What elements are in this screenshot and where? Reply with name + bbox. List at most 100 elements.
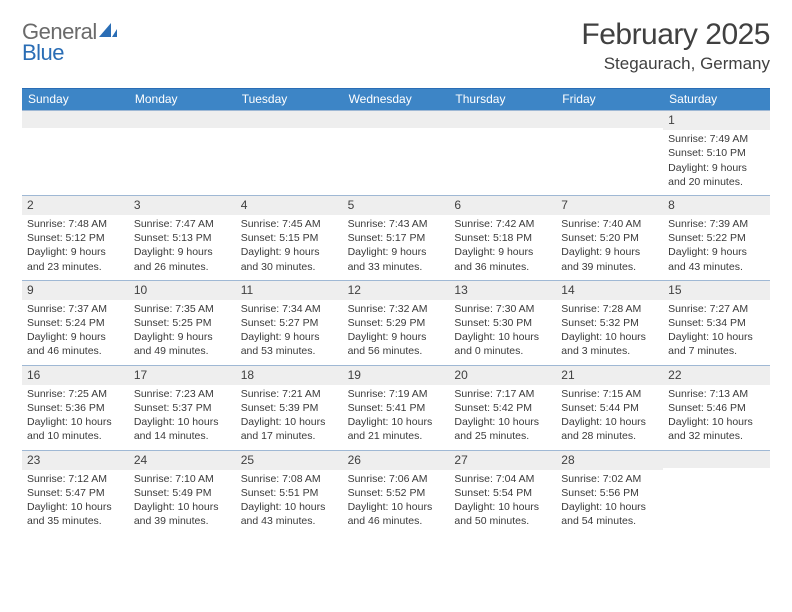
page-header: GeneralBlue February 2025 Stegaurach, Ge… [22, 18, 770, 74]
day-number: 15 [663, 281, 770, 300]
calendar-cell: 3Sunrise: 7:47 AMSunset: 5:13 PMDaylight… [129, 196, 236, 280]
day-number: 8 [663, 196, 770, 215]
daylight-line: Daylight: 10 hours and 28 minutes. [561, 415, 658, 443]
daylight-line: Daylight: 10 hours and 39 minutes. [134, 500, 231, 528]
day-number: 1 [663, 111, 770, 130]
sunset-line: Sunset: 5:22 PM [668, 231, 765, 245]
sunset-line: Sunset: 5:36 PM [27, 401, 124, 415]
calendar-cell: 8 Sunrise: 7:39 AMSunset: 5:22 PMDaylight… [663, 196, 770, 280]
calendar-cell: 22Sunrise: 7:13 AMSunset: 5:46 PMDayligh… [663, 366, 770, 450]
calendar-cell: 9Sunrise: 7:37 AMSunset: 5:24 PMDaylight… [22, 281, 129, 365]
day-number: 9 [22, 281, 129, 300]
calendar-cell: 18Sunrise: 7:21 AMSunset: 5:39 PMDayligh… [236, 366, 343, 450]
daylight-line: Daylight: 9 hours and 23 minutes. [27, 245, 124, 273]
daylight-line: Daylight: 10 hours and 17 minutes. [241, 415, 338, 443]
day-number-empty [22, 111, 129, 128]
sail-icon [99, 23, 117, 43]
sunrise-line: Sunrise: 7:04 AM [454, 472, 551, 486]
calendar-cell: 19Sunrise: 7:19 AMSunset: 5:41 PMDayligh… [343, 366, 450, 450]
day-number: 24 [129, 451, 236, 470]
sunrise-line: Sunrise: 7:13 AM [668, 387, 765, 401]
daylight-line: Daylight: 10 hours and 32 minutes. [668, 415, 765, 443]
sunset-line: Sunset: 5:18 PM [454, 231, 551, 245]
calendar-cell [343, 111, 450, 195]
calendar-cell: 13Sunrise: 7:30 AMSunset: 5:30 PMDayligh… [449, 281, 556, 365]
day-number: 20 [449, 366, 556, 385]
daylight-line: Daylight: 10 hours and 35 minutes. [27, 500, 124, 528]
day-number: 25 [236, 451, 343, 470]
sunset-line: Sunset: 5:34 PM [668, 316, 765, 330]
brand-logo: GeneralBlue [22, 18, 117, 64]
weekday-label: Monday [129, 89, 236, 110]
day-number-empty [343, 111, 450, 128]
sunset-line: Sunset: 5:46 PM [668, 401, 765, 415]
sunset-line: Sunset: 5:42 PM [454, 401, 551, 415]
sunrise-line: Sunrise: 7:08 AM [241, 472, 338, 486]
sunset-line: Sunset: 5:25 PM [134, 316, 231, 330]
sunrise-line: Sunrise: 7:30 AM [454, 302, 551, 316]
calendar-cell: 6Sunrise: 7:42 AMSunset: 5:18 PMDaylight… [449, 196, 556, 280]
day-number: 26 [343, 451, 450, 470]
daylight-line: Daylight: 9 hours and 53 minutes. [241, 330, 338, 358]
daylight-line: Daylight: 10 hours and 3 minutes. [561, 330, 658, 358]
daylight-line: Daylight: 10 hours and 10 minutes. [27, 415, 124, 443]
daylight-line: Daylight: 9 hours and 36 minutes. [454, 245, 551, 273]
weekday-label: Wednesday [343, 89, 450, 110]
weekday-label: Saturday [663, 89, 770, 110]
day-number: 23 [22, 451, 129, 470]
weekday-label: Tuesday [236, 89, 343, 110]
calendar-cell: 2Sunrise: 7:48 AMSunset: 5:12 PMDaylight… [22, 196, 129, 280]
calendar-cell: 10Sunrise: 7:35 AMSunset: 5:25 PMDayligh… [129, 281, 236, 365]
sunset-line: Sunset: 5:41 PM [348, 401, 445, 415]
calendar-cell [663, 451, 770, 535]
calendar-body: 1Sunrise: 7:49 AMSunset: 5:10 PMDaylight… [22, 110, 770, 534]
calendar: SundayMondayTuesdayWednesdayThursdayFrid… [22, 88, 770, 534]
daylight-line: Daylight: 9 hours and 39 minutes. [561, 245, 658, 273]
sunrise-line: Sunrise: 7:45 AM [241, 217, 338, 231]
day-number: 11 [236, 281, 343, 300]
sunrise-line: Sunrise: 7:35 AM [134, 302, 231, 316]
calendar-cell: 23Sunrise: 7:12 AMSunset: 5:47 PMDayligh… [22, 451, 129, 535]
sunset-line: Sunset: 5:10 PM [668, 146, 765, 160]
sunrise-line: Sunrise: 7:19 AM [348, 387, 445, 401]
sunset-line: Sunset: 5:44 PM [561, 401, 658, 415]
sunrise-line: Sunrise: 7:39 AM [668, 217, 765, 231]
day-number: 17 [129, 366, 236, 385]
day-number-empty [663, 451, 770, 468]
sunset-line: Sunset: 5:13 PM [134, 231, 231, 245]
sunrise-line: Sunrise: 7:21 AM [241, 387, 338, 401]
sunrise-line: Sunrise: 7:27 AM [668, 302, 765, 316]
day-number: 2 [22, 196, 129, 215]
calendar-cell: 27Sunrise: 7:04 AMSunset: 5:54 PMDayligh… [449, 451, 556, 535]
sunset-line: Sunset: 5:37 PM [134, 401, 231, 415]
sunset-line: Sunset: 5:47 PM [27, 486, 124, 500]
sunset-line: Sunset: 5:12 PM [27, 231, 124, 245]
daylight-line: Daylight: 10 hours and 46 minutes. [348, 500, 445, 528]
calendar-cell [556, 111, 663, 195]
day-number: 16 [22, 366, 129, 385]
day-number: 3 [129, 196, 236, 215]
sunset-line: Sunset: 5:39 PM [241, 401, 338, 415]
calendar-cell: 12Sunrise: 7:32 AMSunset: 5:29 PMDayligh… [343, 281, 450, 365]
day-number: 28 [556, 451, 663, 470]
daylight-line: Daylight: 9 hours and 33 minutes. [348, 245, 445, 273]
sunrise-line: Sunrise: 7:06 AM [348, 472, 445, 486]
daylight-line: Daylight: 10 hours and 25 minutes. [454, 415, 551, 443]
weekday-label: Thursday [449, 89, 556, 110]
sunrise-line: Sunrise: 7:28 AM [561, 302, 658, 316]
calendar-cell: 21Sunrise: 7:15 AMSunset: 5:44 PMDayligh… [556, 366, 663, 450]
calendar-week: 2Sunrise: 7:48 AMSunset: 5:12 PMDaylight… [22, 195, 770, 280]
brand-part2: Blue [22, 41, 64, 64]
day-number-empty [236, 111, 343, 128]
calendar-week: 9Sunrise: 7:37 AMSunset: 5:24 PMDaylight… [22, 280, 770, 365]
daylight-line: Daylight: 9 hours and 20 minutes. [668, 161, 765, 189]
daylight-line: Daylight: 9 hours and 43 minutes. [668, 245, 765, 273]
day-number: 10 [129, 281, 236, 300]
daylight-line: Daylight: 10 hours and 14 minutes. [134, 415, 231, 443]
calendar-cell: 25Sunrise: 7:08 AMSunset: 5:51 PMDayligh… [236, 451, 343, 535]
calendar-cell: 7Sunrise: 7:40 AMSunset: 5:20 PMDaylight… [556, 196, 663, 280]
calendar-cell: 1Sunrise: 7:49 AMSunset: 5:10 PMDaylight… [663, 111, 770, 195]
day-number-empty [556, 111, 663, 128]
calendar-cell [22, 111, 129, 195]
day-number: 13 [449, 281, 556, 300]
